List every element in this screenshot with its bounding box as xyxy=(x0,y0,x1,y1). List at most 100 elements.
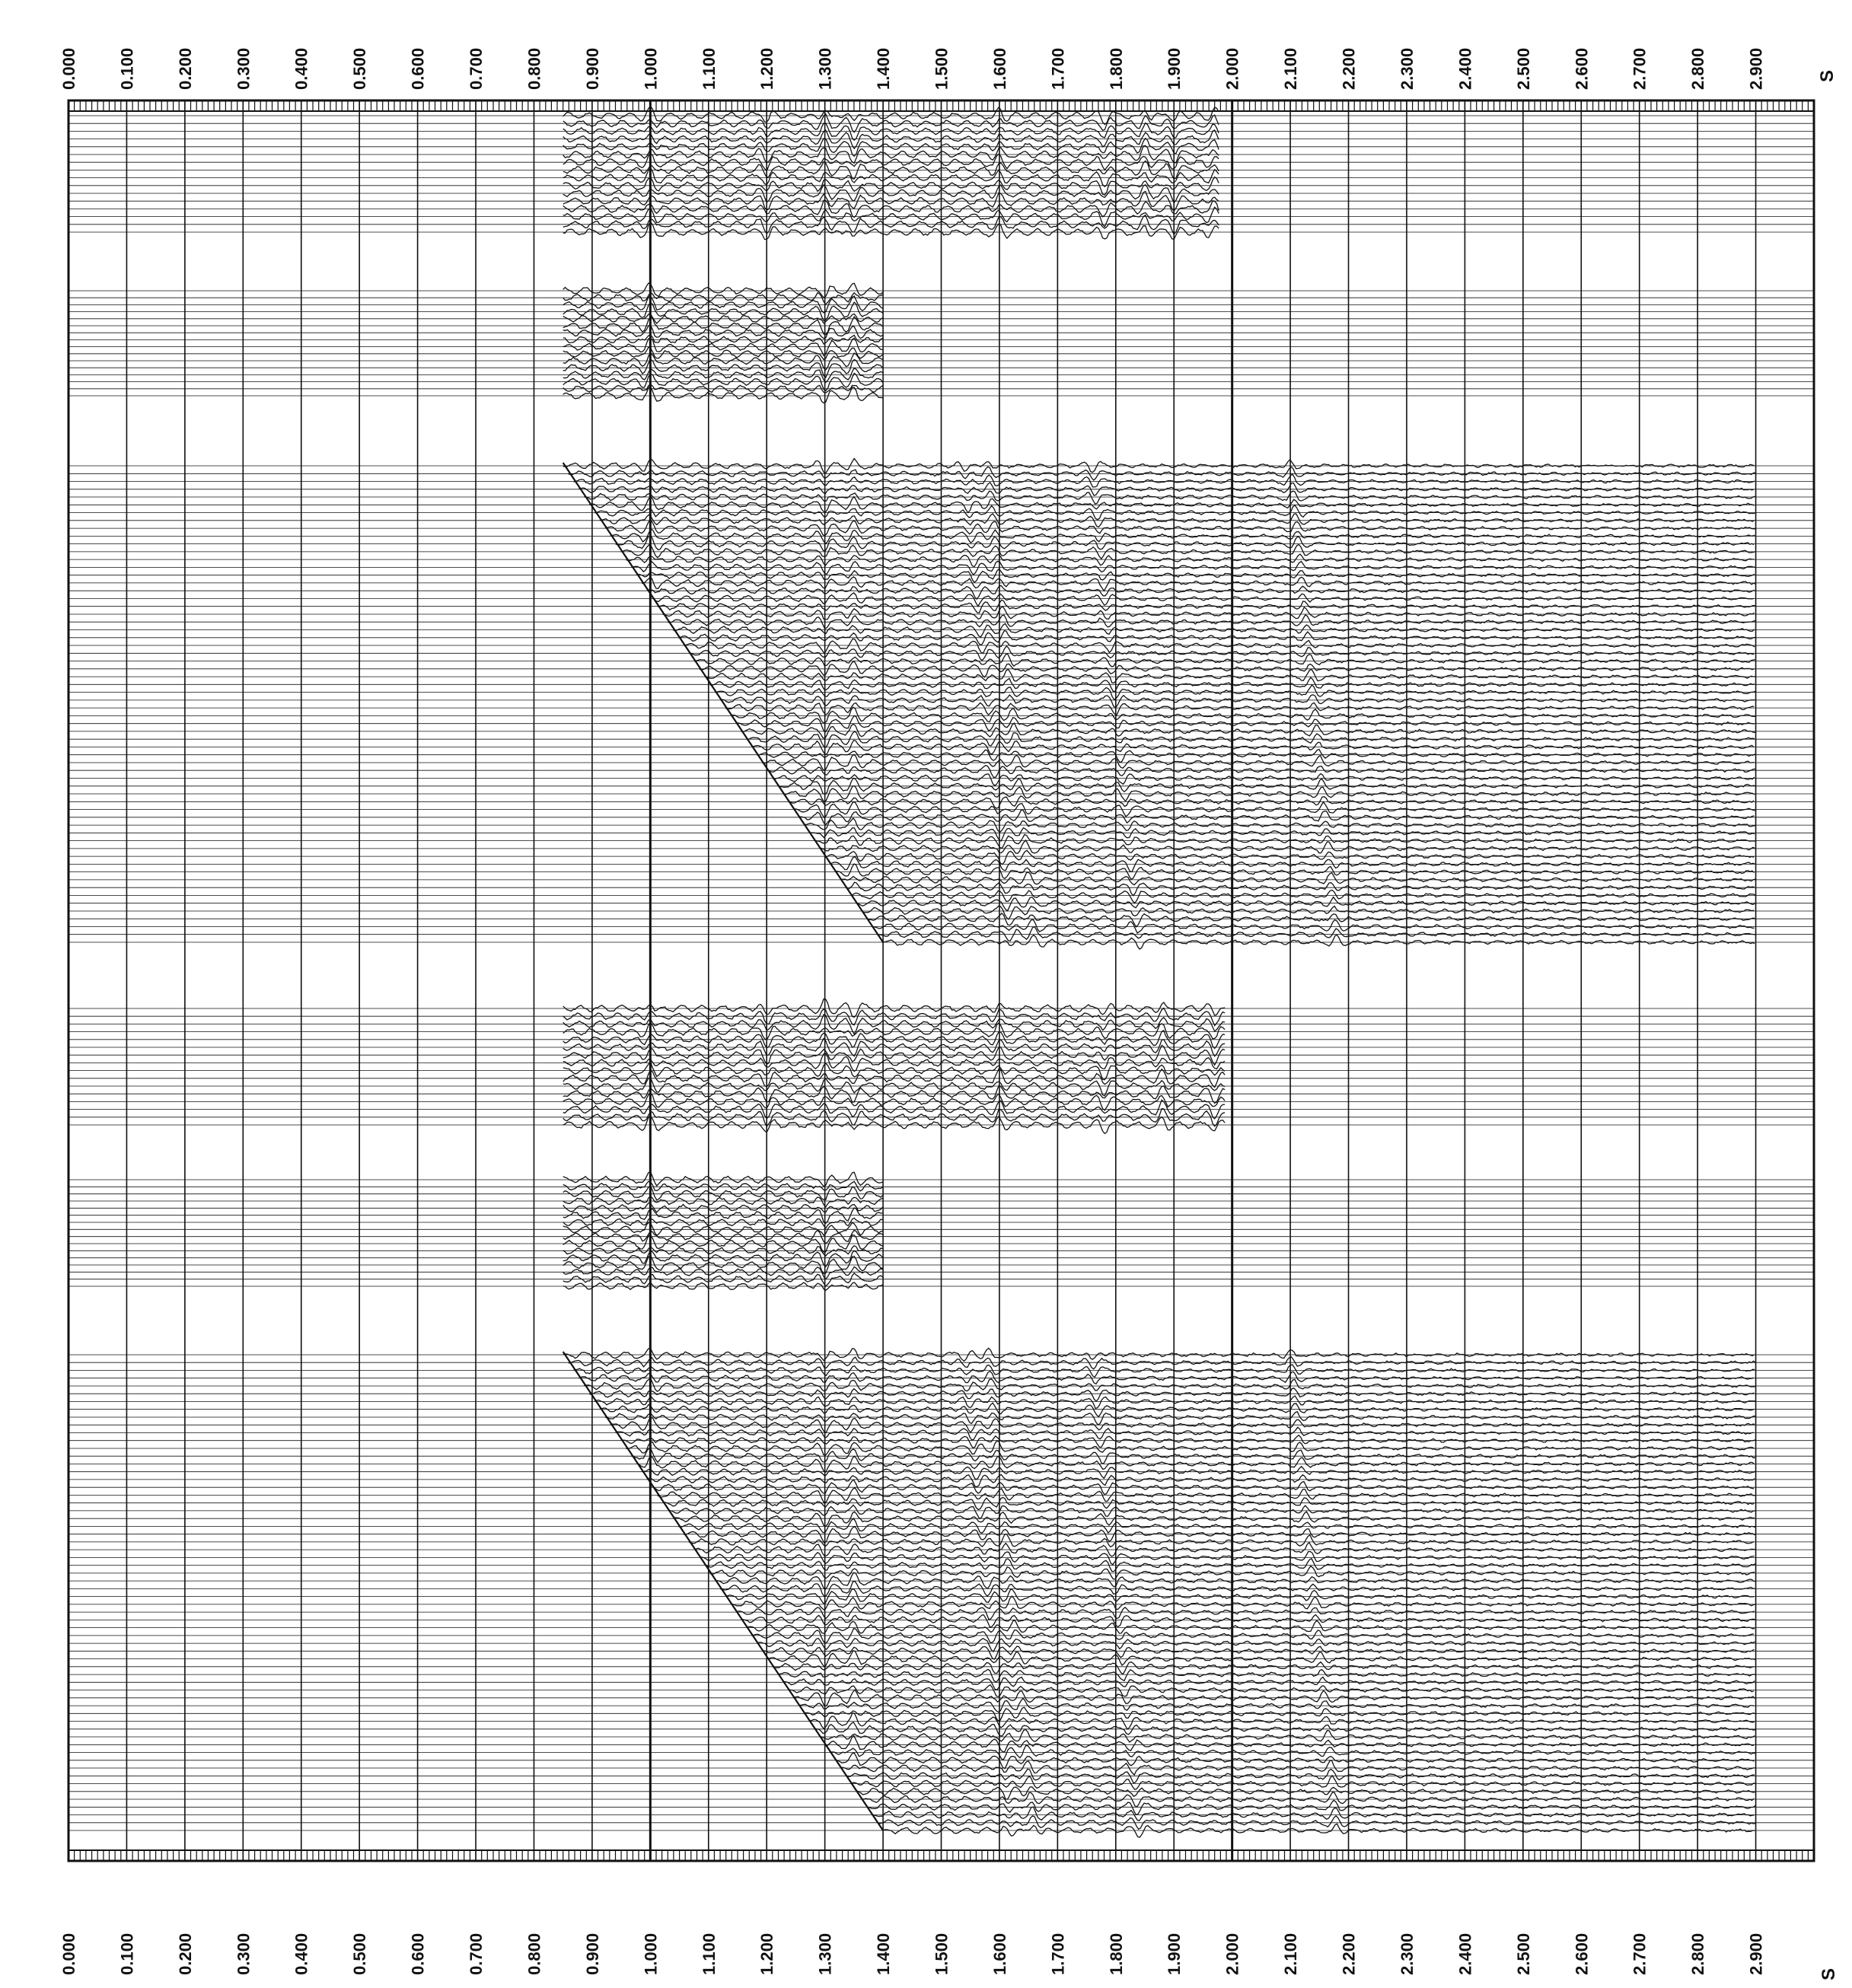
seismic-trace xyxy=(878,926,1756,942)
seismic-trace xyxy=(563,1185,884,1201)
seismic-trace xyxy=(856,896,1755,912)
seismic-trace xyxy=(594,505,1756,521)
seismic-trace xyxy=(684,638,1755,655)
seismic-trace xyxy=(589,1387,1755,1402)
time-tick-label: 2.000 xyxy=(1223,48,1242,90)
seismic-trace xyxy=(620,543,1755,560)
seismic-trace xyxy=(725,1588,1755,1604)
seismic-trace xyxy=(715,684,1756,701)
seismic-trace xyxy=(741,722,1756,739)
seismic-trace xyxy=(646,585,1755,601)
time-tick-label: 1.700 xyxy=(1048,1933,1067,1975)
seismic-trace xyxy=(563,214,1219,236)
seismic-trace xyxy=(563,1254,883,1275)
seismic-trace xyxy=(793,1688,1756,1707)
seismic-trace xyxy=(563,337,883,357)
seismic-trace xyxy=(809,827,1755,843)
time-tick-label: 0.000 xyxy=(59,48,78,90)
time-tick-label: 2.700 xyxy=(1630,48,1650,90)
time-tick-label: 1.500 xyxy=(932,1933,952,1975)
seismic-trace xyxy=(631,560,1756,576)
seismic-trace xyxy=(689,645,1755,661)
seismic-trace xyxy=(688,1533,1755,1548)
seismic-trace xyxy=(699,660,1755,678)
first-break-line xyxy=(562,462,884,943)
seismic-trace xyxy=(563,1250,884,1268)
time-tick-label: 2.300 xyxy=(1398,48,1417,90)
seismic-trace xyxy=(563,313,884,324)
time-tick-label: 1.200 xyxy=(757,1933,776,1975)
seismic-trace xyxy=(673,623,1755,638)
time-tick-label: 1.900 xyxy=(1165,1933,1184,1975)
time-tick-label: 0.700 xyxy=(467,48,486,90)
time-tick-label: 1.600 xyxy=(990,48,1009,90)
seismic-trace xyxy=(563,386,883,404)
seismic-trace xyxy=(704,1557,1756,1572)
time-tick-label: 2.600 xyxy=(1572,48,1591,90)
seismic-trace xyxy=(709,1565,1755,1580)
seismic-trace xyxy=(830,855,1755,873)
time-tick-label: 2.500 xyxy=(1514,1933,1533,1975)
time-tick-label: 2.500 xyxy=(1514,48,1533,90)
time-tick-label: 0.200 xyxy=(176,48,195,90)
seismic-trace xyxy=(767,764,1755,778)
seismic-trace xyxy=(563,1085,1226,1104)
seismic-trace xyxy=(735,1607,1755,1620)
seismic-trace xyxy=(773,773,1755,786)
seismic-trace xyxy=(563,372,884,392)
trace-panel xyxy=(69,457,1814,950)
seismic-trace xyxy=(642,1465,1756,1480)
seismic-trace xyxy=(563,1171,883,1187)
seismic-trace xyxy=(731,1595,1755,1611)
seismic-trace xyxy=(840,871,1756,886)
time-unit-label-bottom: S xyxy=(1819,1968,1839,1980)
seismic-trace xyxy=(835,1752,1755,1770)
seismic-trace xyxy=(704,668,1756,683)
seismic-trace xyxy=(662,605,1755,620)
seismic-trace xyxy=(646,1473,1755,1488)
seismic-trace xyxy=(563,282,884,298)
time-unit-label-top: S xyxy=(1817,70,1838,82)
seismic-trace xyxy=(563,1061,1226,1081)
time-tick-label: 0.600 xyxy=(409,48,428,90)
seismic-trace xyxy=(856,1786,1755,1800)
seismic-trace xyxy=(693,653,1755,667)
time-tick-label: 1.900 xyxy=(1165,48,1184,90)
time-tick-label: 1.000 xyxy=(641,1933,660,1975)
time-tick-label: 2.700 xyxy=(1630,1933,1650,1975)
seismic-trace xyxy=(604,1410,1756,1426)
seismic-trace xyxy=(573,1364,1755,1378)
time-tick-label: 0.300 xyxy=(234,48,253,90)
time-tick-label: 1.100 xyxy=(700,1933,719,1975)
seismic-trace xyxy=(563,122,1219,142)
seismic-trace xyxy=(563,113,1219,133)
time-tick-label: 2.900 xyxy=(1747,1933,1766,1975)
seismic-trace xyxy=(783,785,1755,803)
seismic-trace xyxy=(563,301,883,322)
seismic-trace xyxy=(620,1434,1755,1449)
seismic-trace xyxy=(798,1697,1755,1713)
seismic-trace xyxy=(563,1053,1226,1072)
seismic-trace xyxy=(736,715,1755,733)
seismic-trace xyxy=(830,1744,1755,1760)
time-tick-label: 1.300 xyxy=(816,1933,835,1975)
time-tick-label: 0.500 xyxy=(350,1933,369,1975)
seismic-trace xyxy=(773,1661,1755,1675)
seismic-trace xyxy=(563,145,1219,164)
seismic-trace xyxy=(746,731,1755,748)
seismic-trace xyxy=(563,384,884,393)
seismic-trace xyxy=(678,1518,1756,1534)
seismic-trace xyxy=(584,490,1755,505)
time-tick-label: 0.200 xyxy=(176,1933,195,1975)
time-tick-label: 0.800 xyxy=(525,1933,544,1975)
seismic-trace xyxy=(851,889,1756,904)
seismic-trace xyxy=(757,748,1755,763)
seismic-trace xyxy=(693,1541,1755,1557)
time-tick-label: 0.400 xyxy=(292,1933,311,1975)
seismic-trace xyxy=(563,352,883,371)
time-tick-label: 0.500 xyxy=(350,48,369,90)
seismic-trace xyxy=(563,1029,1226,1050)
seismic-trace xyxy=(563,1222,883,1237)
seismic-trace xyxy=(809,1712,1755,1730)
